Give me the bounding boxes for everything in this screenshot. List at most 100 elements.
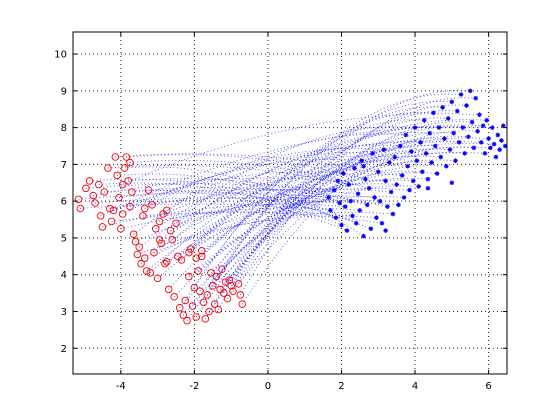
connector-line [131,189,372,230]
blue-asterisk-point [361,233,366,239]
red-circle-point [150,248,158,257]
blue-asterisk-point [414,158,420,164]
red-circle-point [186,245,195,253]
red-circle-point [111,153,120,161]
blue-asterisk-point [352,165,357,171]
plot-background [73,32,507,374]
red-circle-point [74,195,83,204]
connector-line [216,159,456,277]
blue-asterisk-point [350,213,355,219]
x-tick-label: -4 [116,381,126,392]
red-circle-point [181,296,189,305]
red-circle-point [214,305,223,314]
red-circle-point [197,247,206,255]
red-circle-point [155,236,164,244]
connector-line [188,177,428,277]
red-circle-point [175,304,184,312]
red-circle-point [140,204,149,213]
blue-asterisk-point [466,134,471,140]
x-tick-label: -2 [189,381,199,392]
blue-asterisk-point [353,220,359,226]
red-circle-point [177,256,186,264]
connector-line [142,211,383,224]
red-circle-point [163,258,171,266]
blue-asterisk-point [423,151,429,156]
y-tick-label: 10 [54,50,67,61]
red-circle-point [120,164,129,172]
blue-asterisk-point [440,105,445,110]
connector-line [190,131,430,250]
blue-asterisk-point [357,208,363,213]
blue-asterisk-point [394,182,399,187]
connector-line [195,137,489,259]
blue-asterisk-point [442,136,447,141]
red-circle-point [140,254,149,262]
connector-line [179,185,419,309]
blue-asterisk-point [447,147,453,152]
connector-line [160,144,401,244]
connector-line [146,179,386,272]
connector-line [159,201,399,222]
blue-asterisk-point [453,158,458,164]
red-circle-point [142,267,151,275]
red-circle-point [126,158,134,167]
connector-line [173,179,414,298]
red-circle-point [201,315,210,323]
blue-asterisk-point [377,198,383,204]
x-tick-label: 0 [265,381,271,392]
blue-asterisk-point [425,176,431,182]
blue-asterisk-point [469,119,475,125]
blue-asterisk-point [368,226,374,232]
red-circle-point [225,276,234,284]
blue-asterisk-point [480,123,486,129]
y-tick-label: 6 [61,197,67,208]
connector-line [208,117,449,312]
x-tick-label: 4 [412,381,418,392]
red-circle-point [117,224,125,233]
y-tick-label: 8 [61,123,67,134]
red-circle-point [207,269,215,277]
blue-asterisk-point [486,136,491,141]
connector-line [217,110,458,310]
connector-line [166,152,485,263]
connector-line [157,183,397,279]
blue-asterisk-point [333,215,339,221]
connector-line [151,188,392,206]
red-circle-point [210,300,219,308]
connector-line [124,166,364,237]
red-circle-point [164,285,173,294]
blue-asterisk-point [471,145,477,151]
blue-asterisk-point [409,149,414,154]
red-circle-point [109,206,118,215]
connector-line [118,189,359,198]
blue-asterisk-point [477,112,482,118]
y-axis-ticks: 2 3 4 5 6 7 8 9 10 [54,50,507,355]
series-blue-asterisks [326,88,507,239]
red-circle-point [137,259,145,268]
red-circle-point [188,302,197,310]
y-tick-label: 5 [61,233,67,244]
blue-asterisk-point [460,125,466,130]
x-axis-ticks: -4 -2 0 2 4 6 [116,32,492,392]
blue-asterisk-point [403,132,409,138]
blue-asterisk-point [493,154,499,160]
blue-asterisk-point [374,215,379,221]
connector-line [197,172,438,272]
blue-asterisk-point [475,128,480,134]
blue-asterisk-point [444,163,449,169]
blue-asterisk-point [497,147,502,152]
blue-asterisk-point [326,195,331,200]
red-circle-point [76,204,85,213]
red-circle-point [104,164,112,172]
red-circle-point [190,283,199,292]
red-circle-point [192,254,200,262]
connector-line [148,186,388,208]
red-circle-point [168,236,177,244]
blue-asterisk-point [375,169,381,175]
connector-line [170,188,410,231]
connector-line [117,173,357,224]
blue-asterisk-point [455,108,460,114]
red-circle-point [85,177,94,185]
red-circle-point [209,281,217,290]
blue-asterisk-point [399,173,405,178]
